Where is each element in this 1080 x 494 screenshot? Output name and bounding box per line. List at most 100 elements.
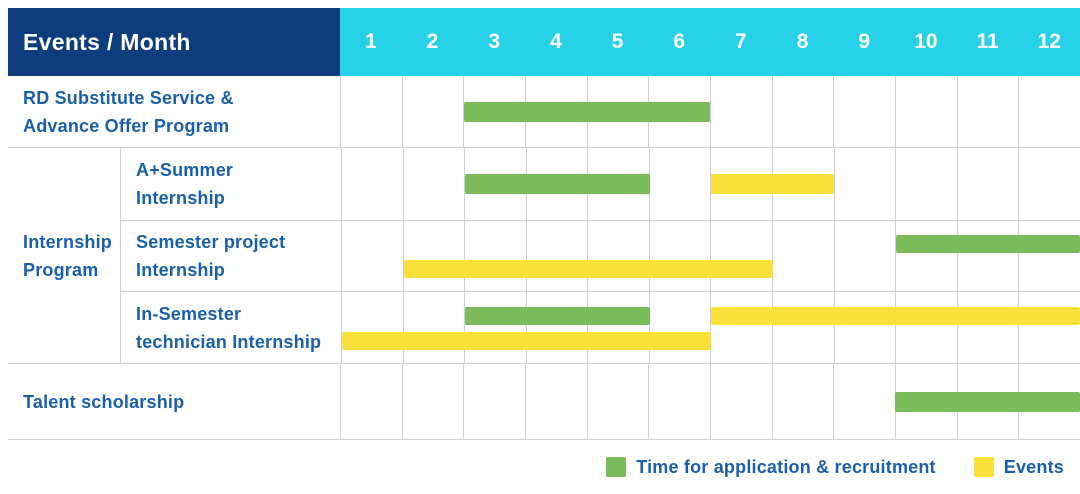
month-header-4: 4 [550, 30, 562, 53]
row-timeline [341, 148, 1080, 220]
month-gridline [711, 292, 774, 363]
month-gridline [527, 292, 589, 363]
month-gridline [1019, 221, 1080, 292]
month-gridline [835, 220, 897, 292]
header-title: Events / Month [23, 28, 191, 55]
month-gridline [958, 76, 1020, 147]
month-gridline [341, 364, 403, 439]
month-gridline [588, 292, 650, 363]
month-header-6: 6 [673, 30, 686, 53]
gantt-subrow: Semester project Internship [121, 219, 1080, 292]
row-label-text: RD Substitute Service & [23, 87, 234, 108]
row-timeline [341, 220, 1080, 292]
recruitment-bar [464, 101, 711, 122]
month-gridline [465, 220, 527, 292]
month-gridline [650, 148, 712, 220]
month-gridline [342, 292, 404, 363]
row-label-text: Talent scholarship [23, 391, 185, 412]
month-header-1: 1 [364, 30, 377, 53]
month-gridline [896, 76, 958, 147]
row-label-text: Advance Offer Program [23, 115, 230, 136]
month-gridline [404, 148, 466, 220]
legend-swatch-recruitment [606, 457, 627, 477]
row-label-text: technician Internship [136, 331, 322, 352]
row-label-text: Internship [136, 259, 226, 280]
month-gridline [464, 364, 527, 439]
month-gridline [588, 220, 650, 292]
row-label-text: Internship [136, 187, 226, 208]
gantt-row: RD Substitute Service & Advance Offer Pro… [8, 76, 1080, 148]
row-label-text: Program [23, 259, 99, 280]
row-label-text: A+Summer [136, 159, 234, 180]
month-gridline [342, 220, 404, 292]
gantt-subrow: A+Summer Internship [121, 148, 1080, 220]
row-timeline [341, 292, 1080, 363]
month-header-9: 9 [858, 30, 871, 53]
recruitment-bar [895, 391, 1080, 412]
month-header-11: 11 [976, 30, 999, 53]
month-gridline [649, 76, 712, 147]
month-gridline [711, 76, 773, 147]
header-title-cell: Events / Month [8, 8, 340, 76]
row-label-text: Semester project [136, 231, 286, 252]
month-gridline [342, 148, 404, 220]
row-label: RD Substitute Service & Advance Offer Pro… [8, 76, 340, 147]
row-label: Talent scholarship [8, 364, 340, 439]
gantt-subrow: In-Semester technician Internship [121, 291, 1080, 363]
legend-label: Time for application & recruitment [636, 456, 936, 477]
row-label-text: Internship [23, 231, 113, 252]
month-gridline [465, 292, 527, 363]
row-timeline [340, 364, 1080, 439]
month-header-3: 3 [488, 30, 501, 53]
month-header-2: 2 [426, 30, 439, 53]
month-gridline [649, 364, 712, 439]
month-gridline [896, 148, 958, 220]
gantt-body: RD Substitute Service & Advance Offer Pro… [8, 76, 1080, 440]
recruitment-bar [465, 173, 650, 194]
month-header-8: 8 [796, 30, 809, 53]
month-header-5: 5 [611, 30, 624, 53]
row-label: Semester project Internship [121, 221, 341, 292]
month-gridline [1019, 76, 1080, 147]
month-gridline [650, 292, 712, 363]
gantt-group-row: Internship Program A+Summer Internship Semes… [8, 148, 1080, 364]
gantt-row: Talent scholarship [8, 364, 1080, 440]
month-header-7: 7 [735, 30, 747, 53]
header-months: 1 2 3 4 5 6 7 8 9 10 11 12 [340, 8, 1080, 76]
month-gridline [773, 364, 835, 439]
month-gridline [403, 76, 465, 147]
month-gridline [896, 292, 958, 363]
event-bar [403, 259, 773, 278]
event-bar [711, 173, 834, 194]
month-gridline [773, 292, 835, 363]
month-grid [341, 76, 1080, 147]
recruitment-bar [895, 234, 1080, 253]
month-gridline [773, 220, 835, 292]
month-gridline [711, 220, 774, 292]
month-gridline [1019, 148, 1080, 220]
legend-label: Events [1003, 456, 1064, 477]
month-gridline [958, 292, 1020, 363]
month-gridline [711, 364, 773, 439]
month-gridline [650, 220, 712, 292]
header-row: Events / Month 1 2 3 4 5 6 7 8 9 10 11 12 [8, 8, 1080, 76]
legend-swatch-event [973, 457, 994, 477]
month-gridline [773, 148, 835, 220]
row-timeline [340, 76, 1080, 147]
row-label-text: In-Semester [136, 303, 242, 324]
month-gridline [834, 76, 897, 147]
legend-item: Events [973, 456, 1064, 478]
recruitment-bar [465, 306, 650, 325]
group-label: Internship Program [8, 148, 120, 363]
month-gridline [958, 148, 1020, 220]
legend: Time for application & recruitment Events [8, 440, 1080, 494]
month-gridline [835, 148, 897, 220]
month-gridline [403, 364, 465, 439]
month-gridline [341, 76, 403, 147]
month-gridline [835, 292, 897, 363]
month-gridline [588, 364, 650, 439]
month-gridline [404, 220, 466, 292]
month-gridline [526, 364, 588, 439]
group-subrows: A+Summer Internship Semester project Intern… [120, 148, 1080, 363]
